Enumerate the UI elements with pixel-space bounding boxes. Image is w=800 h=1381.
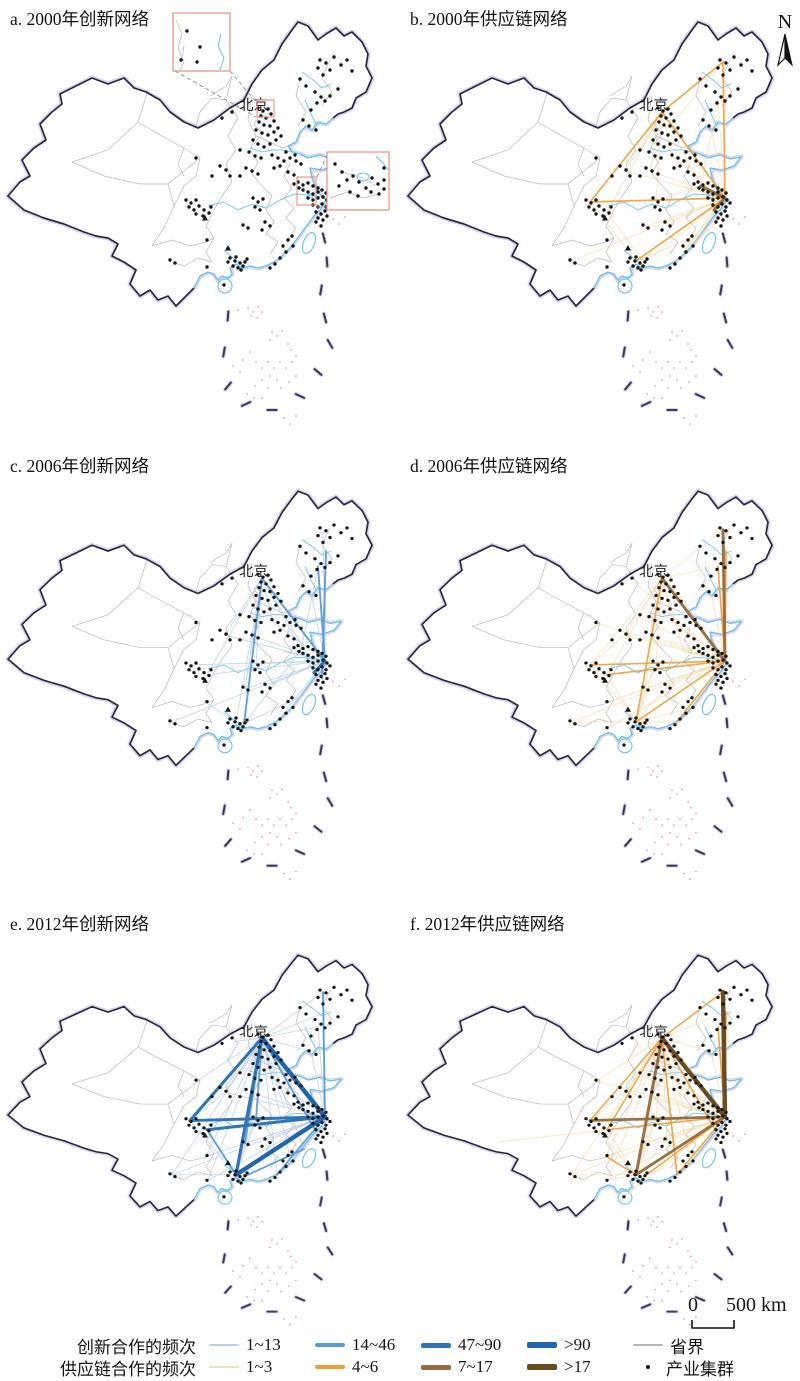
taiwan-island	[301, 1148, 317, 1169]
legend-item-label: 1~13	[246, 1335, 281, 1354]
taiwan-island	[701, 1148, 717, 1169]
cluster-triangle	[625, 706, 631, 712]
legend-item-label: >17	[564, 1357, 591, 1376]
cluster-triangle	[202, 1132, 208, 1138]
base-map	[5, 488, 375, 881]
scale-bar-label: 500 km	[726, 1294, 787, 1316]
beijing-label: 北京	[239, 1025, 268, 1040]
legend-swatch-innovation-1	[315, 1343, 345, 1347]
china-map-d: 北京	[405, 488, 775, 881]
panel-e: 北京	[0, 935, 400, 1330]
legend-item-label: 7~17	[458, 1357, 493, 1376]
cluster-triangle	[202, 677, 208, 683]
legend-swatch-supply-0	[209, 1366, 239, 1368]
china-map-f: 北京	[405, 952, 775, 1326]
china-map-c: 北京	[5, 488, 375, 881]
cluster-triangle	[625, 1160, 631, 1166]
panel-c: 北京	[0, 470, 400, 885]
china-map-e: 北京	[5, 952, 375, 1326]
base-map	[5, 952, 375, 1326]
panel-f: 北京	[400, 935, 800, 1330]
panel-b: 北京	[400, 0, 800, 430]
legend-item-label: 4~6	[352, 1357, 379, 1376]
cluster-triangle	[225, 245, 231, 251]
legend-supply-label: 供应链合作的频次	[60, 1359, 196, 1379]
scale-bar-zero: 0	[688, 1294, 698, 1316]
delta-focus-rect	[296, 176, 317, 206]
scale-bar: 0 500 km	[684, 1294, 794, 1330]
cluster-dots	[168, 985, 354, 1199]
cluster-triangle	[602, 1132, 608, 1138]
china-map-a: 北京	[5, 12, 390, 425]
panel-e-title: e. 2012年创新网络	[10, 914, 150, 934]
base-map	[405, 19, 775, 425]
legend-swatch-supply-3	[527, 1363, 557, 1371]
panel-d-title: d. 2006年供应链网络	[410, 456, 568, 476]
legend-row-innovation: 创新合作的频次 1~13 14~46 47~90 >90 省界	[0, 1334, 800, 1357]
legend-item-label: 14~46	[352, 1335, 396, 1354]
panel-b-title: b. 2000年供应链网络	[410, 9, 568, 29]
cluster-triangle	[225, 706, 231, 712]
base-map	[5, 19, 375, 425]
legend-swatch-innovation-3	[527, 1341, 557, 1349]
legend-innovation-label: 创新合作的频次	[77, 1337, 196, 1357]
north-label: N	[777, 11, 793, 33]
scale-bar-bracket	[691, 1320, 735, 1329]
beijing-label: 北京	[639, 1025, 668, 1040]
beijing-focus-rect	[256, 99, 275, 118]
panel-a: 北京	[0, 0, 400, 430]
cluster-dots	[168, 523, 354, 747]
beijing-inset-box	[172, 12, 231, 72]
cluster-dots	[168, 55, 354, 287]
inset-overlays	[172, 12, 390, 211]
cluster-dots	[568, 55, 754, 287]
beijing-label: 北京	[239, 97, 268, 114]
cluster-dots	[568, 985, 754, 1199]
network-edges	[571, 61, 727, 264]
cluster-triangle	[225, 1160, 231, 1166]
taiwan-island	[301, 232, 317, 254]
base-map	[405, 488, 775, 881]
legend-item-label: 1~3	[246, 1357, 273, 1376]
cluster-triangle	[625, 245, 631, 251]
legend-swatch-province-line	[633, 1344, 663, 1346]
legend-row-supply: 供应链合作的频次 1~3 4~6 7~17 >17 产业集群	[0, 1356, 800, 1379]
taiwan-island	[701, 232, 717, 254]
legend-item-label: 47~90	[458, 1335, 502, 1354]
legend-swatch-supply-1	[315, 1365, 345, 1369]
panel-d: 北京	[400, 470, 800, 885]
base-map	[405, 952, 775, 1326]
cluster-triangle	[602, 215, 608, 221]
panel-c-title: c. 2006年创新网络	[10, 456, 150, 476]
legend-swatch-innovation-2	[421, 1342, 451, 1348]
legend-swatch-supply-2	[421, 1364, 451, 1370]
network-edges	[171, 991, 328, 1181]
legend-extra-label: 省界	[670, 1337, 704, 1357]
cluster-dots	[568, 523, 754, 747]
cluster-triangle	[202, 215, 208, 221]
china-map-b: 北京	[405, 19, 775, 425]
cluster-triangle	[602, 677, 608, 683]
legend: 创新合作的频次 1~13 14~46 47~90 >90 省界 供应链合作的频次 1~3…	[0, 1334, 800, 1379]
legend-item-label: >90	[564, 1335, 591, 1354]
panel-a-title: a. 2000年创新网络	[10, 9, 150, 29]
legend-swatch-cluster-dot	[646, 1365, 650, 1369]
taiwan-island	[701, 693, 717, 716]
legend-swatch-innovation-0	[209, 1344, 239, 1346]
beijing-label: 北京	[239, 563, 268, 580]
panel-f-title: f. 2012年供应链网络	[410, 914, 565, 934]
north-arrow: N	[772, 12, 798, 70]
beijing-label: 北京	[639, 563, 668, 580]
beijing-label: 北京	[639, 97, 668, 114]
north-arrow-icon	[776, 33, 793, 67]
legend-extra-label: 产业集群	[666, 1359, 734, 1379]
network-edges	[571, 528, 727, 729]
taiwan-island	[301, 693, 317, 716]
